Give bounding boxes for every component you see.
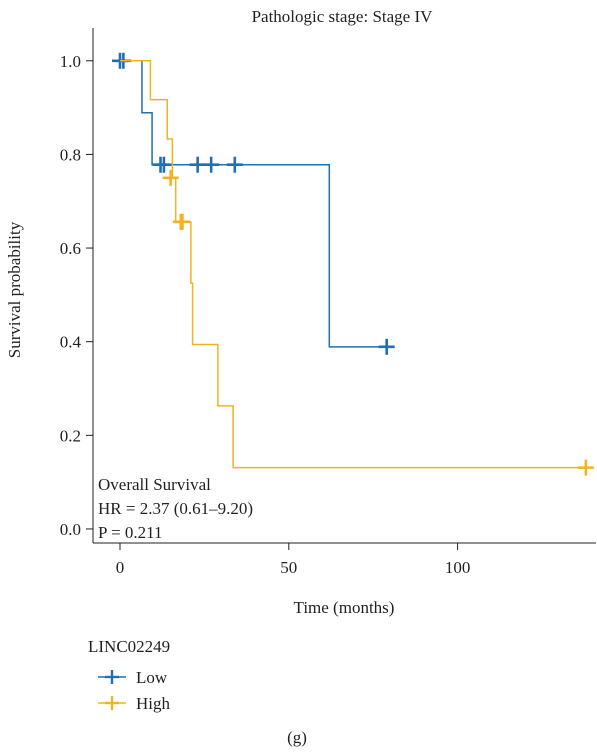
- survival-curves: [112, 52, 594, 476]
- y-tick-label: 0.4: [60, 333, 82, 352]
- y-tick-label: 0.2: [60, 426, 81, 445]
- legend-label-high: High: [136, 694, 171, 713]
- figure-caption: (g): [287, 728, 307, 747]
- x-tick-label: 0: [116, 558, 125, 577]
- annotation-hr: HR = 2.37 (0.61–9.20): [98, 499, 253, 518]
- legend-item-low: Low: [98, 668, 168, 687]
- y-tick-label: 1.0: [60, 52, 81, 71]
- legend-label-low: Low: [136, 668, 168, 687]
- x-ticks: 0 50 100: [116, 543, 471, 577]
- legend-title: LINC02249: [88, 637, 170, 656]
- y-tick-label: 0.0: [60, 520, 81, 539]
- x-axis-label: Time (months): [294, 598, 395, 617]
- y-tick-label: 0.8: [60, 145, 81, 164]
- y-tick-label: 0.6: [60, 239, 81, 258]
- y-axis-label: Survival probability: [5, 221, 24, 358]
- chart-title: Pathologic stage: Stage IV: [252, 7, 434, 26]
- legend: LINC02249 Low High: [88, 637, 171, 713]
- curve-high: [120, 60, 586, 469]
- x-tick-label: 100: [445, 558, 471, 577]
- curve-low: [120, 60, 387, 348]
- legend-item-high: High: [98, 694, 171, 713]
- y-ticks: 0.0 0.2 0.4 0.6 0.8 1.0: [60, 52, 93, 539]
- annotation-p: P = 0.211: [98, 523, 163, 542]
- annotation-title: Overall Survival: [98, 475, 211, 494]
- x-tick-label: 50: [280, 558, 297, 577]
